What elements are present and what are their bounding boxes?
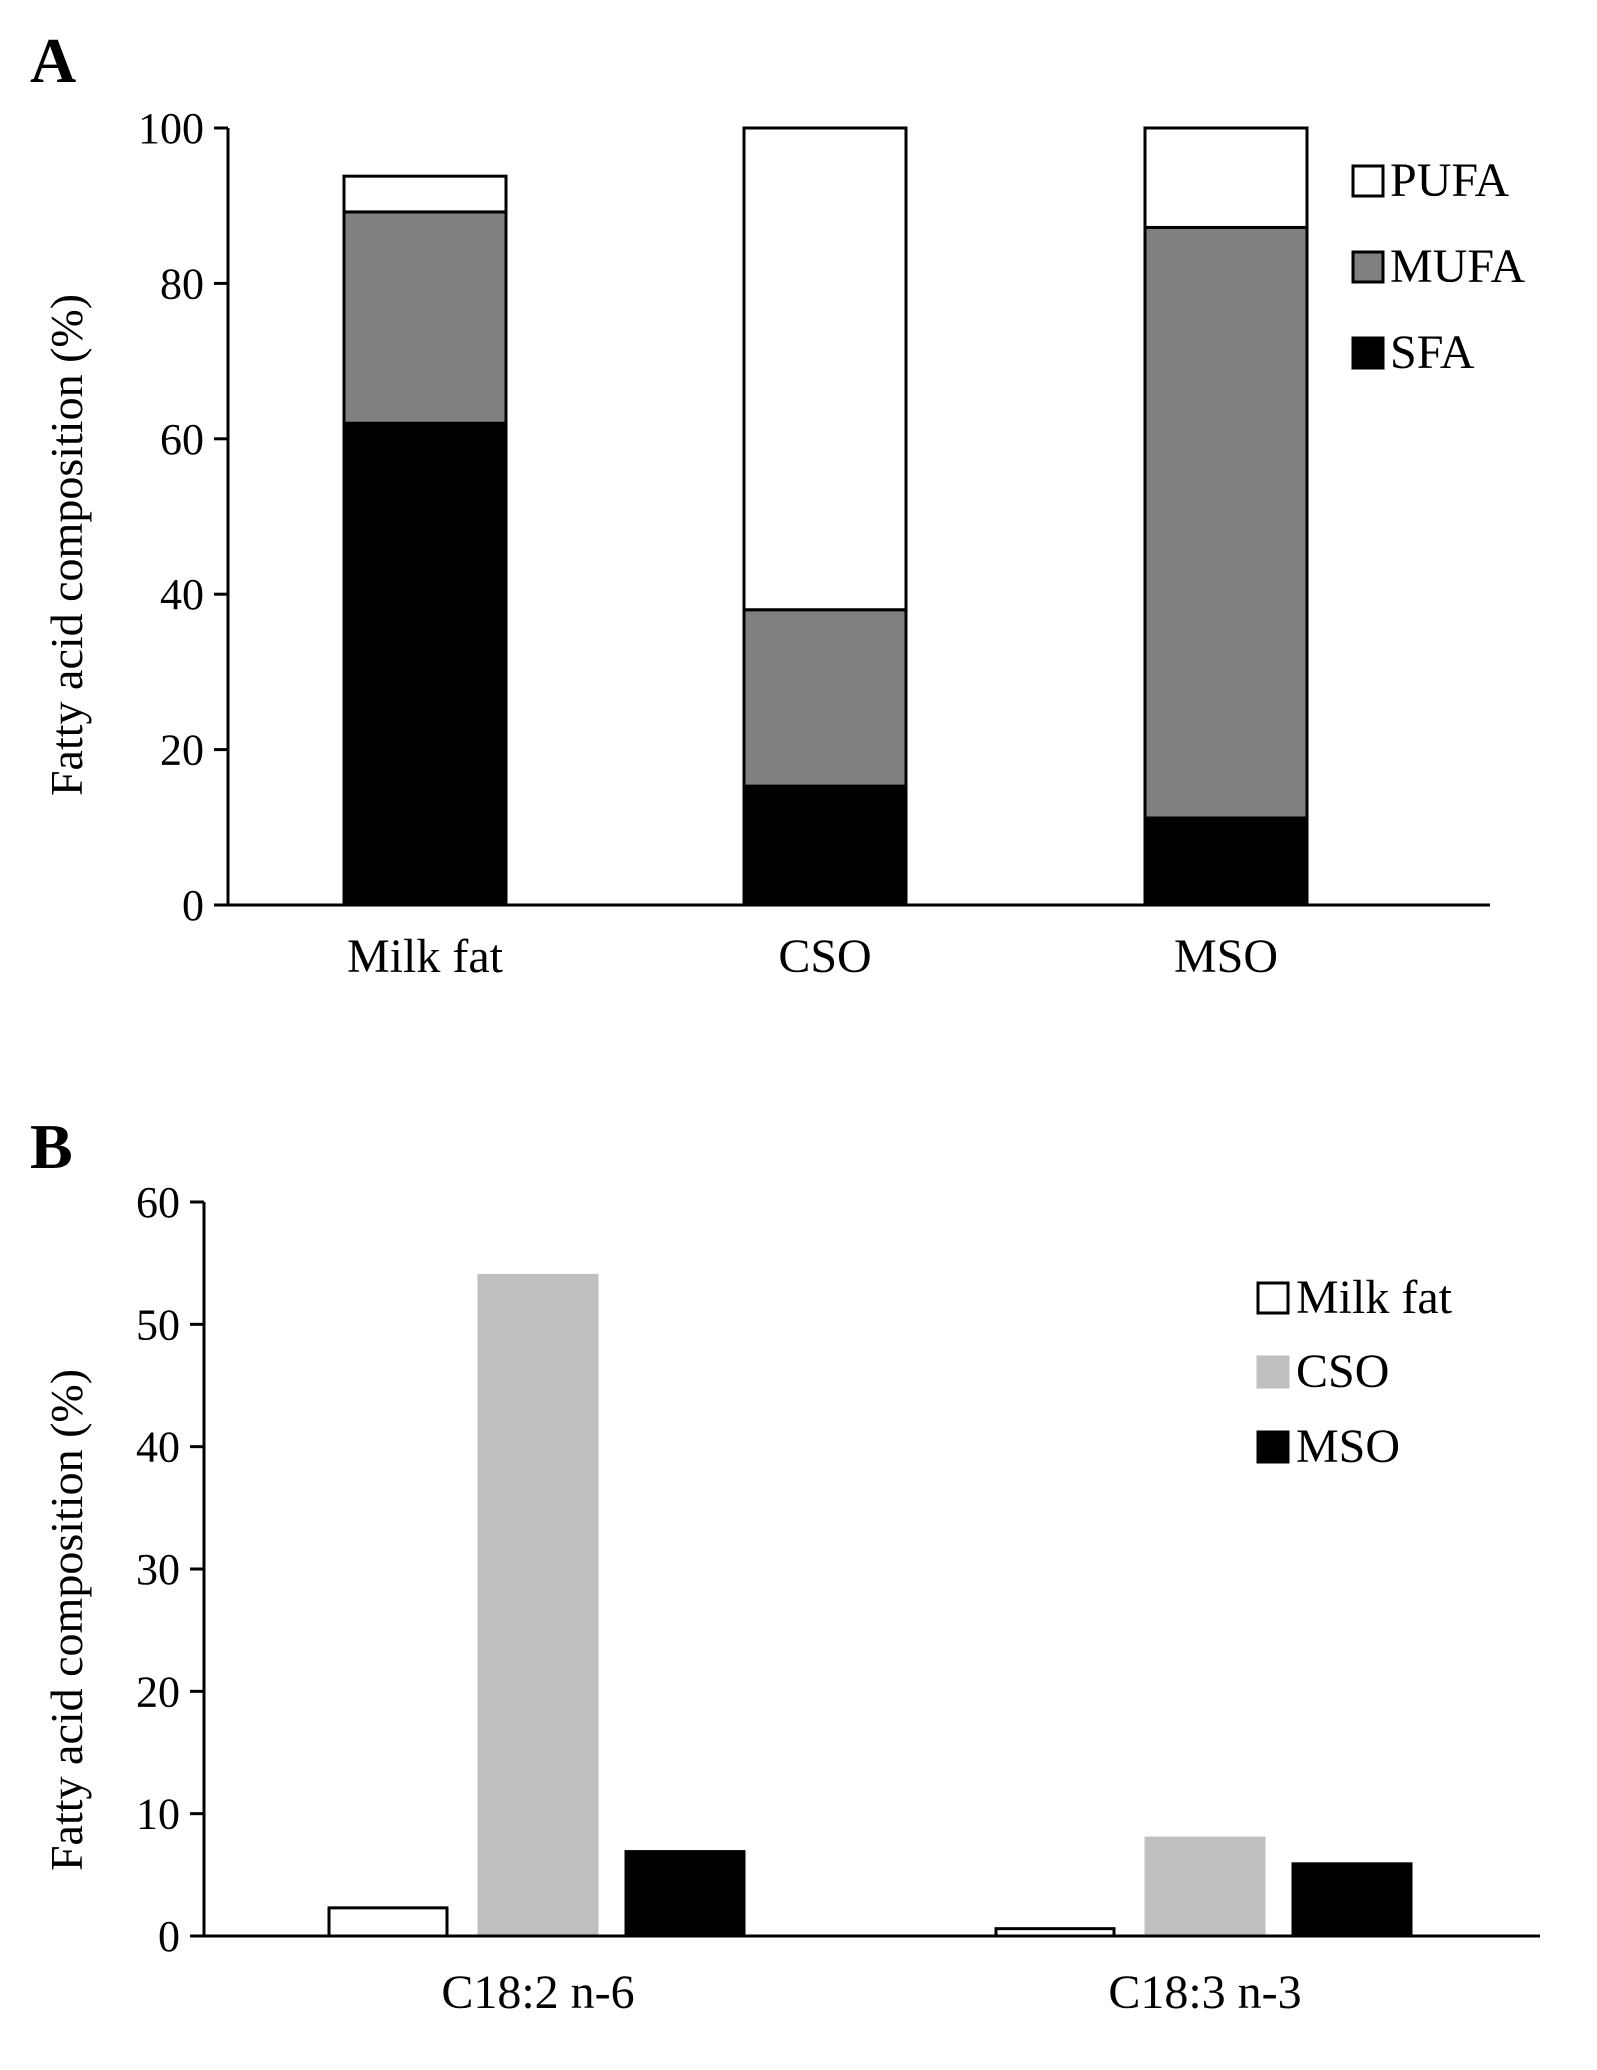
- y-tick-label: 0: [158, 1912, 180, 1961]
- bar-c18-3-n-3-cso: [1144, 1836, 1266, 1938]
- panel-a-bars: [342, 126, 1309, 907]
- legend-label-sfa: SFA: [1390, 326, 1475, 379]
- panel-b-bars: [327, 1273, 1413, 1938]
- legend-entry-mso: MSO: [1256, 1420, 1400, 1473]
- legend-entry-sfa: SFA: [1351, 326, 1475, 379]
- legend-entry-mufa: MUFA: [1351, 240, 1525, 293]
- legend-entry-milk-fat: Milk fat: [1256, 1271, 1453, 1324]
- bar-milk-fat-mufa: [342, 210, 508, 425]
- category-label-c18-2-n-6: C18:2 n-6: [441, 1966, 634, 2019]
- legend-entry-cso: CSO: [1256, 1345, 1389, 1398]
- panel-b-grouped-bar-chart: B Fatty acid composition (%) 0 10 20 30 40 50…: [30, 1111, 1540, 2019]
- legend-entry-pufa: PUFA: [1351, 154, 1509, 207]
- panel-b-legend: Milk fat CSO MSO: [1256, 1271, 1453, 1473]
- bar-cso-pufa: [742, 126, 908, 612]
- y-tick-label: 20: [160, 726, 204, 775]
- y-tick-label: 0: [182, 881, 204, 930]
- bar-milk-fat-sfa: [342, 421, 508, 907]
- legend-swatch-pufa: [1351, 164, 1385, 198]
- y-tick-label: 50: [136, 1300, 180, 1349]
- legend-label-pufa: PUFA: [1390, 154, 1509, 207]
- bar-mso-mufa: [1143, 225, 1309, 820]
- legend-swatch-mso: [1256, 1430, 1290, 1464]
- panel-b-y-axis-label: Fatty acid composition (%): [41, 1369, 92, 1871]
- y-tick-label: 60: [136, 1178, 180, 1227]
- legend-swatch-cso: [1256, 1355, 1290, 1389]
- bar-c18-2-n-6-milk-fat: [327, 1906, 449, 1938]
- panel-a-letter: A: [30, 25, 76, 96]
- panel-a-category-labels: Milk fat CSO MSO: [347, 930, 1278, 983]
- y-tick-label: 40: [136, 1423, 180, 1472]
- category-label-cso: CSO: [778, 930, 871, 983]
- category-label-milk-fat: Milk fat: [347, 930, 504, 983]
- panel-b-letter: B: [30, 1111, 73, 1182]
- bar-cso-mufa: [742, 608, 908, 788]
- y-tick-label: 30: [136, 1545, 180, 1594]
- category-label-c18-3-n-3: C18:3 n-3: [1108, 1966, 1301, 2019]
- legend-swatch-mufa: [1351, 250, 1385, 284]
- category-label-mso: MSO: [1174, 930, 1278, 983]
- bar-milk-fat-pufa: [342, 174, 508, 214]
- panel-a-stacked-bar-chart: A Fatty acid composition (%) 0 20 40 60 80 10…: [30, 25, 1525, 983]
- y-tick-label: 40: [160, 570, 204, 619]
- legend-label-mufa: MUFA: [1390, 240, 1525, 293]
- y-tick-label: 20: [136, 1667, 180, 1716]
- y-tick-label: 60: [160, 415, 204, 464]
- bar-c18-3-n-3-mso: [1291, 1862, 1413, 1938]
- panel-b-y-ticks: 0 10 20 30 40 50 60: [136, 1178, 204, 1961]
- panel-b-category-labels: C18:2 n-6 C18:3 n-3: [441, 1966, 1301, 2019]
- bar-cso-sfa: [742, 784, 908, 907]
- panel-a-y-axis-label: Fatty acid composition (%): [41, 294, 92, 796]
- bar-mso-pufa: [1143, 126, 1309, 229]
- legend-label-milk-fat: Milk fat: [1296, 1271, 1453, 1324]
- panel-a-legend: PUFA MUFA SFA: [1351, 154, 1525, 379]
- panel-a-y-ticks: 0 20 40 60 80 100: [138, 104, 228, 930]
- legend-swatch-milk-fat: [1256, 1281, 1290, 1315]
- legend-swatch-sfa: [1351, 336, 1385, 370]
- y-tick-label: 100: [138, 104, 204, 153]
- legend-label-cso: CSO: [1296, 1345, 1389, 1398]
- bar-c18-2-n-6-cso: [477, 1273, 599, 1938]
- bar-mso-sfa: [1143, 816, 1309, 907]
- bar-c18-2-n-6-mso: [624, 1850, 746, 1938]
- legend-label-mso: MSO: [1296, 1420, 1400, 1473]
- y-tick-label: 80: [160, 259, 204, 308]
- y-tick-label: 10: [136, 1790, 180, 1839]
